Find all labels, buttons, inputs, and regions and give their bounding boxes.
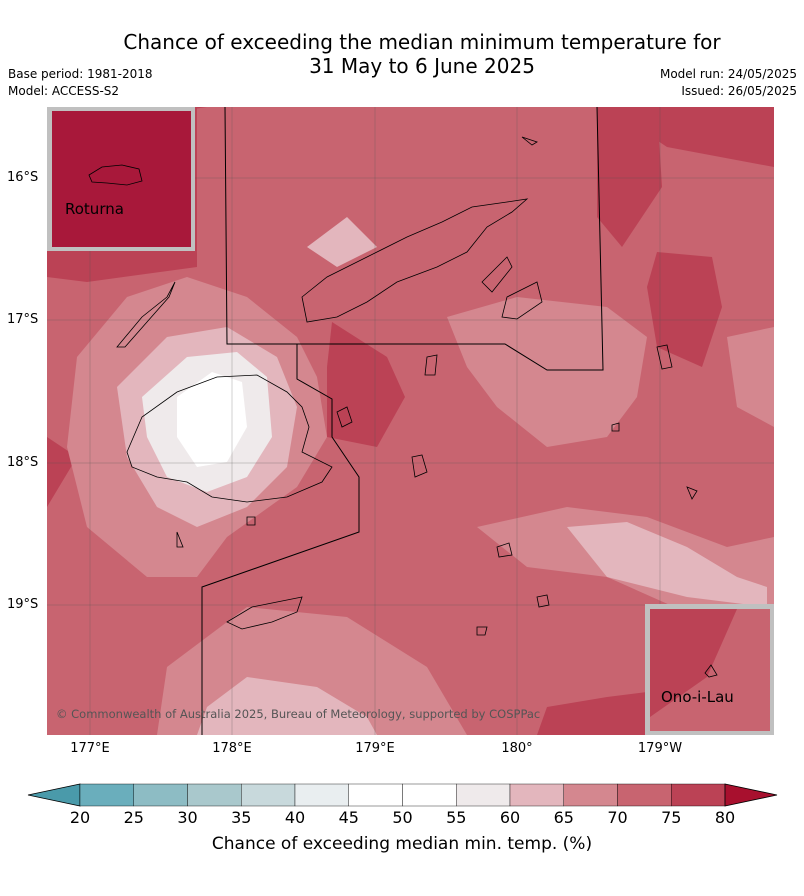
colorbar-cell: [671, 783, 726, 807]
colorbar-extend-low: [27, 783, 81, 807]
island-taveuni: [481, 256, 513, 293]
inset-roturna-label: Roturna: [65, 200, 124, 218]
lat-label-18s: 18°S: [7, 455, 39, 470]
colorbar-tick-label: 50: [392, 808, 413, 827]
meta-right: Model run: 24/05/2025 Issued: 26/05/2025: [660, 66, 797, 100]
inset-ono-label: Ono-i-Lau: [661, 688, 734, 706]
contour-75-ne: [597, 107, 662, 247]
model-run-text: Model run: 24/05/2025: [659, 67, 797, 81]
colorbar-tick-label: 55: [446, 808, 467, 827]
forecast-map: © Commonwealth of Australia 2025, Bureau…: [47, 107, 774, 735]
colorbar-cell: [456, 783, 511, 807]
inset-ono-contour: [650, 609, 737, 717]
colorbar-extend-high: [724, 783, 778, 807]
colorbar-cell: [402, 783, 457, 807]
contour-75-east: [647, 252, 722, 367]
colorbar-tick-label: 65: [553, 808, 574, 827]
colorbar-label: Chance of exceeding median min. temp. (%…: [211, 834, 593, 854]
zone-boundaries: [201, 107, 604, 735]
contour-65-east: [447, 297, 647, 447]
issued-text: Issued: 26/05/2025: [681, 84, 797, 98]
colorbar-tick-label: 20: [69, 808, 91, 827]
island-vanua-levu: [301, 198, 529, 323]
island-yasawa: [116, 281, 176, 348]
colorbar-tick-label: 45: [338, 808, 359, 827]
island-ono-i-lau: [704, 664, 718, 678]
lon-label-180: 180°: [501, 741, 533, 756]
colorbar-tick-label: 35: [231, 808, 252, 827]
copyright-text: © Commonwealth of Australia 2025, Bureau…: [56, 707, 540, 721]
meta-left: Base period: 1981-2018 Model: ACCESS-S2: [8, 66, 153, 100]
contour-75-central: [327, 322, 405, 447]
colorbar-tick-label: 80: [714, 808, 736, 827]
colorbar-cells: [27, 783, 778, 807]
contour-65-far-east: [727, 327, 774, 427]
contour-50-core: [177, 372, 247, 467]
island-rotuma: [88, 164, 143, 186]
graticule: [47, 107, 774, 735]
lon-label-177e: 177°E: [70, 741, 110, 756]
colorbar-cell: [563, 783, 618, 807]
lat-label-17s: 17°S: [7, 312, 39, 327]
contour-60-north: [307, 217, 377, 267]
colorbar-tick-label: 70: [607, 808, 628, 827]
contour-60-se: [567, 522, 767, 607]
contour-60-south: [197, 677, 377, 735]
model-text: Model: ACCESS-S2: [8, 84, 120, 98]
colorbar-cell: [294, 783, 349, 807]
colorbar-cell: [187, 783, 242, 807]
colorbar-tick-label: 30: [177, 808, 198, 827]
lon-label-179w: 179°W: [637, 741, 683, 756]
colorbar-cell: [617, 783, 672, 807]
island-kadavu: [226, 596, 303, 630]
base-period-text: Base period: 1981-2018: [8, 67, 153, 81]
colorbar-cell: [509, 783, 564, 807]
lon-label-179e: 179°E: [355, 741, 395, 756]
colorbar-cell: [241, 783, 296, 807]
colorbar-tick-label: 25: [123, 808, 144, 827]
lat-label-19s: 19°S: [7, 597, 39, 612]
colorbar-cell: [133, 783, 188, 807]
small-islands: [176, 136, 698, 636]
island-taveuni-2: [501, 281, 543, 320]
island-viti-levu: [126, 374, 333, 503]
colorbar-tick-label: 75: [661, 808, 682, 827]
inset-roturna-fill: [52, 111, 191, 247]
lon-label-178e: 178°E: [212, 741, 252, 756]
colorbar-tick-label: 60: [499, 808, 521, 827]
title-line-2: 31 May to 6 June 2025: [309, 54, 535, 78]
colorbar-cell: [79, 783, 134, 807]
colorbar: [27, 783, 778, 807]
colorbar-tick-label: 40: [284, 808, 306, 827]
map-title: Chance of exceeding the median minimum t…: [0, 30, 804, 78]
title-line-1: Chance of exceeding the median minimum t…: [123, 30, 721, 54]
inset-roturna: Roturna: [47, 107, 195, 251]
lat-label-16s: 16°S: [7, 170, 39, 185]
colorbar-cell: [348, 783, 403, 807]
inset-ono-i-lau: Ono-i-Lau: [645, 604, 774, 735]
